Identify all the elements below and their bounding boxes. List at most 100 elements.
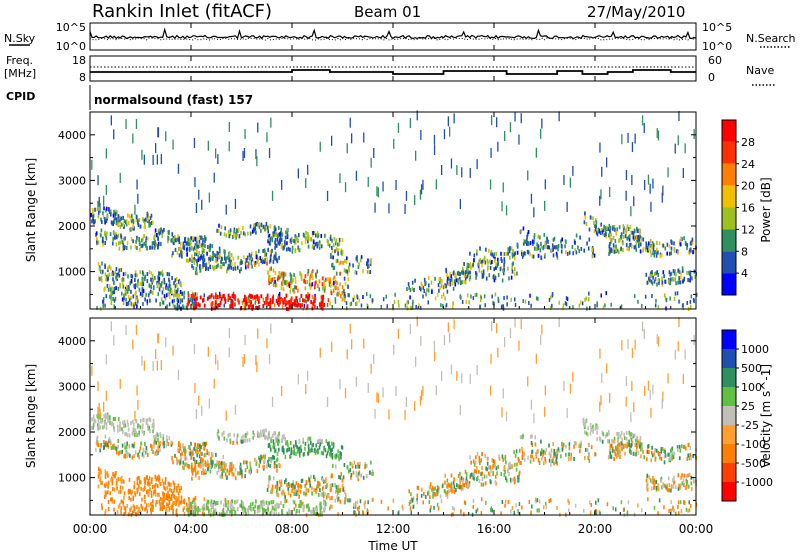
range-cell [619,443,622,448]
range-cell [172,139,174,150]
range-cell [177,483,180,488]
range-cell [680,236,682,241]
range-cell [223,430,225,435]
range-cell [256,509,259,514]
range-cell [268,435,270,440]
range-cell [159,448,161,453]
range-cell [344,298,346,303]
range-cell [692,476,695,481]
range-cell [248,438,251,443]
range-cell [192,509,195,514]
range-cell [275,282,278,287]
range-cell [160,281,163,286]
range-cell [245,512,247,516]
range-cell [406,287,408,291]
range-cell [274,237,277,242]
range-cell [210,456,212,461]
range-cell [330,483,333,488]
range-cell [168,507,171,512]
range-cell [151,280,153,285]
range-cell [526,238,528,243]
range-cell [266,464,268,469]
range-cell [224,253,226,258]
range-cell [102,215,105,219]
range-cell [609,451,611,456]
range-cell [651,270,653,275]
range-cell [682,268,684,273]
range-cell [446,289,449,294]
range-cell [588,453,590,458]
range-cell [333,236,336,241]
range-cell [363,338,365,349]
range-cell [622,445,625,450]
range-cell [125,325,127,336]
range-cell [114,270,117,275]
range-cell [192,512,195,517]
range-cell [678,299,680,304]
range-cell [470,265,472,270]
range-cell [677,280,679,285]
range-cell [278,462,281,467]
range-cell [319,438,322,443]
range-cell [190,236,192,241]
range-cell [156,360,158,371]
range-cell [667,167,669,178]
range-cell [266,257,268,262]
range-cell [480,260,483,265]
range-cell [198,236,201,241]
range-cell [411,305,414,310]
range-cell [187,293,190,298]
range-cell [409,306,412,311]
range-cell [273,233,275,238]
range-cell [286,227,288,232]
range-cell [527,250,530,255]
range-cell [173,494,175,499]
range-cell [295,511,297,516]
range-cell [319,243,321,247]
range-cell [228,141,230,152]
range-cell [268,457,270,461]
range-cell [630,451,632,455]
range-cell [191,301,194,306]
range-cell [308,478,311,483]
range-cell [516,462,518,467]
range-cell [592,428,594,433]
range-cell [307,291,309,296]
range-cell [306,272,309,277]
range-cell [178,486,180,491]
range-cell [382,181,384,192]
range-cell [278,241,281,246]
range-cell [276,300,279,305]
range-cell [517,475,519,480]
range-cell [663,505,665,510]
range-cell [560,239,562,244]
range-cell [337,484,340,489]
range-cell [161,502,163,507]
range-cell [589,510,592,515]
range-cell [419,286,421,291]
range-cell [522,433,524,438]
range-cell [135,324,138,335]
range-cell [304,441,307,446]
range-cell [200,451,202,456]
range-cell [584,455,586,460]
range-cell [117,272,119,277]
range-cell [453,477,455,482]
range-cell [679,485,681,490]
range-cell [446,478,449,483]
range-cell [166,304,168,309]
range-cell [134,270,137,275]
range-cell [654,480,656,485]
range-cell [435,385,437,396]
range-cell [490,353,492,364]
range-cell [505,499,507,504]
range-cell [447,116,449,127]
range-cell [264,458,266,463]
range-cell [652,384,654,395]
range-cell [494,474,497,479]
range-cell [111,286,113,291]
range-cell [132,220,135,225]
range-cell [271,190,274,201]
range-cell [330,453,332,458]
range-cell [298,451,301,456]
